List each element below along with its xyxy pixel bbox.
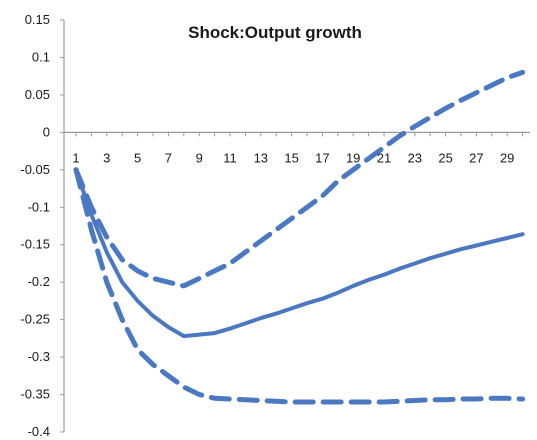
y-tick-label: -0.15 bbox=[20, 237, 50, 252]
x-tick-label: 3 bbox=[103, 150, 110, 165]
y-tick-label: -0.2 bbox=[28, 274, 50, 289]
x-tick-label: 21 bbox=[377, 150, 391, 165]
confidence-band-line bbox=[73, 167, 526, 405]
y-tick-label: -0.3 bbox=[28, 349, 50, 364]
x-tick-label: 9 bbox=[196, 150, 203, 165]
impulse-response-line bbox=[74, 167, 525, 339]
y-tick-label: 0 bbox=[43, 124, 50, 139]
x-tick-label: 29 bbox=[500, 150, 514, 165]
series-lines bbox=[73, 69, 526, 405]
x-tick-label: 11 bbox=[223, 150, 237, 165]
chart-title: Shock:Output growth bbox=[188, 23, 362, 42]
x-tick-label: 15 bbox=[284, 150, 298, 165]
x-tick-label: 17 bbox=[315, 150, 329, 165]
x-tick-label: 19 bbox=[346, 150, 360, 165]
y-tick-label: 0.15 bbox=[25, 12, 50, 27]
confidence-band-line bbox=[73, 69, 526, 289]
x-tick-label: 25 bbox=[438, 150, 452, 165]
x-tick-label: 27 bbox=[469, 150, 483, 165]
y-tick-label: -0.35 bbox=[20, 387, 50, 402]
y-tick-label: -0.4 bbox=[28, 424, 50, 439]
x-tick-label: 23 bbox=[408, 150, 422, 165]
x-tick-label: 5 bbox=[134, 150, 141, 165]
x-tick-label: 7 bbox=[165, 150, 172, 165]
y-tick-label: -0.05 bbox=[20, 162, 50, 177]
x-tick-label: 1 bbox=[72, 150, 79, 165]
x-axis: 1 3 5 7 9 11 13 15 17 19 21 23 25 27 29 bbox=[64, 131, 530, 165]
y-tick-label: 0.05 bbox=[25, 87, 50, 102]
y-tick-label: 0.1 bbox=[32, 49, 50, 64]
y-axis: 0.15 0.1 0.05 0 -0.05 -0.1 -0.15 -0.2 -0.25 -0.3 -… bbox=[20, 12, 65, 439]
y-tick-label: -0.1 bbox=[28, 199, 50, 214]
x-tick-label: 13 bbox=[254, 150, 268, 165]
y-tick-label: -0.25 bbox=[20, 312, 50, 327]
